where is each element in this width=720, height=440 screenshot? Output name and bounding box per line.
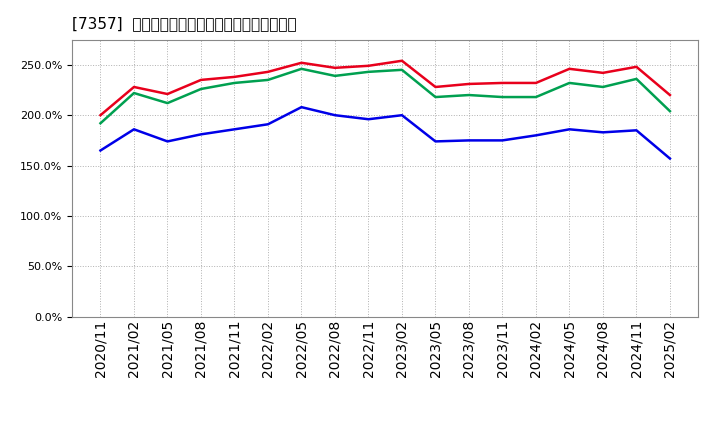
- Text: [7357]  流動比率、当座比率、現頓金比率の推移: [7357] 流動比率、当座比率、現頓金比率の推移: [72, 16, 297, 32]
